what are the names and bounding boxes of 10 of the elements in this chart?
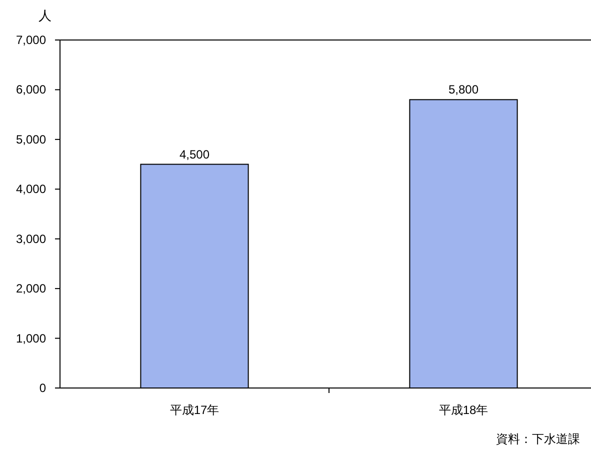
ytick: 6,000 [16, 82, 46, 97]
ytick: 3,000 [16, 232, 46, 246]
ytick: 5,000 [16, 132, 46, 146]
annotation: 資料：下水道課 [496, 432, 580, 446]
ylabel: 人 [38, 8, 52, 23]
ytick: 7,000 [16, 33, 46, 47]
ytick: 1,000 [16, 331, 46, 346]
ytick: 4,000 [16, 182, 46, 196]
ytick: 2,000 [16, 282, 46, 296]
ytick: 0 [39, 381, 46, 395]
